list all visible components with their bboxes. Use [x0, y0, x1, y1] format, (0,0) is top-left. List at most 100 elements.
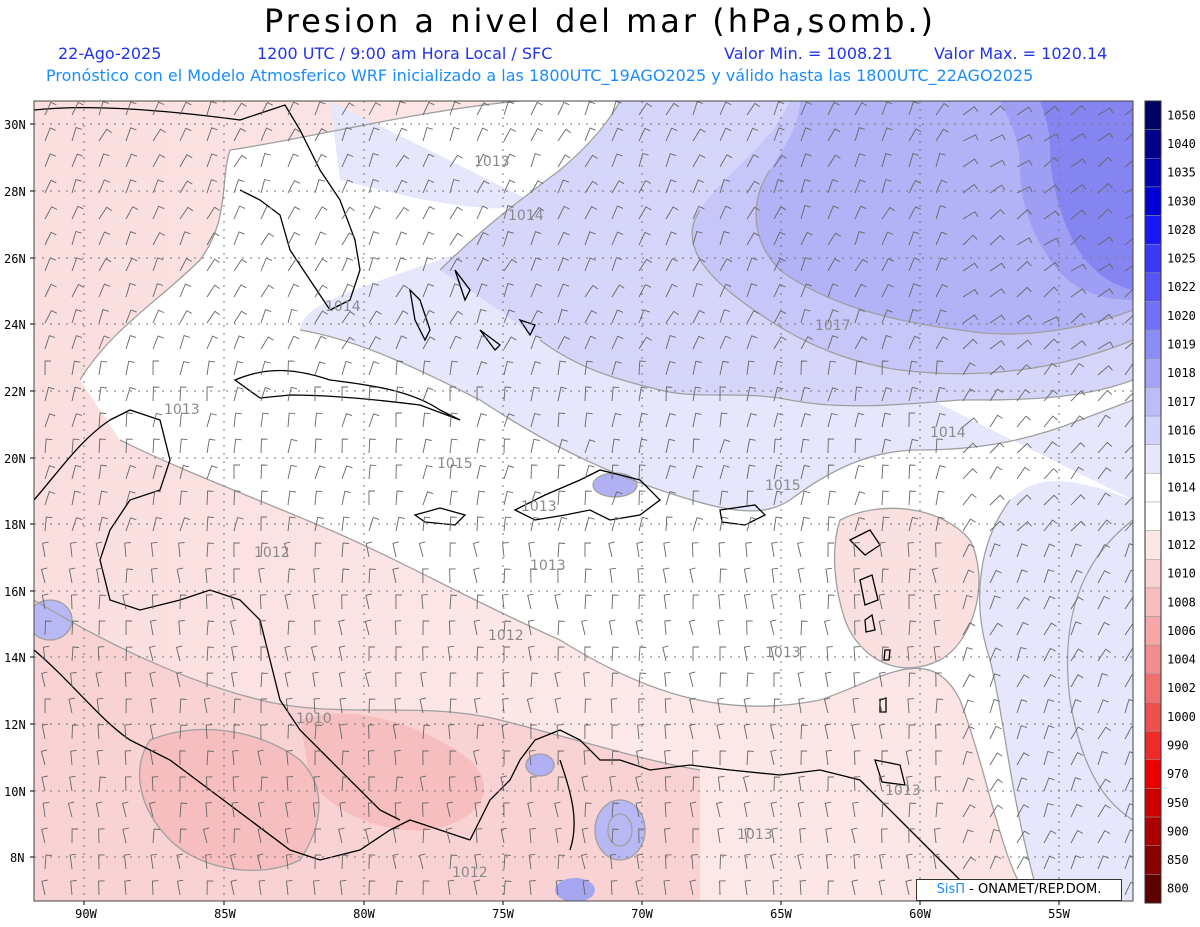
- wind-barb: [718, 594, 725, 610]
- wind-barb: [1070, 104, 1086, 116]
- wind-barb: [341, 336, 355, 350]
- wind-barb: [1070, 415, 1085, 428]
- wind-barb: [609, 853, 617, 870]
- wind-barb: [827, 128, 841, 142]
- wind-barb: [1043, 156, 1059, 168]
- wind-barb: [44, 360, 52, 376]
- wind-barb: [449, 360, 458, 376]
- wind-barb: [256, 853, 264, 870]
- wind-barb: [557, 412, 566, 428]
- wind-barb: [636, 541, 643, 558]
- wind-barb: [287, 179, 301, 194]
- wind-barb: [260, 438, 268, 454]
- wind-barb: [233, 464, 240, 479]
- wind-barb: [611, 438, 620, 454]
- wind-barb: [854, 153, 866, 168]
- wind-barb: [827, 179, 839, 194]
- wind-barb: [395, 257, 407, 272]
- wind-barb: [557, 516, 568, 532]
- wind-barb: [260, 698, 268, 714]
- wind-barb: [40, 749, 48, 766]
- wind-barb: [692, 309, 705, 324]
- wind-barb: [260, 490, 268, 506]
- wind-barb: [800, 257, 812, 272]
- wind-barb: [689, 723, 696, 740]
- wind-barb: [824, 723, 831, 740]
- wind-barb: [1124, 264, 1133, 272]
- wind-barb: [122, 801, 129, 818]
- wind-barb: [1124, 496, 1133, 506]
- wind-barb: [260, 232, 274, 246]
- wind-barb: [392, 723, 400, 740]
- wind-barb: [854, 517, 865, 532]
- contour-label: 1015: [437, 456, 473, 472]
- wind-barb: [368, 283, 379, 298]
- contour-label: 1013: [530, 558, 566, 574]
- wind-barb: [635, 775, 642, 792]
- wind-barb: [881, 283, 894, 298]
- legend-swatch: [1144, 644, 1162, 675]
- wind-barb: [260, 127, 273, 142]
- wind-barb: [854, 127, 866, 142]
- wind-barb: [71, 257, 83, 272]
- model-description: Pronóstico con el Modelo Atmosferico WRF…: [46, 66, 1034, 85]
- wind-barb: [826, 646, 833, 662]
- wind-barb: [1070, 674, 1084, 688]
- wind-barb: [770, 593, 778, 610]
- wind-barb: [1016, 830, 1030, 844]
- wind-barb: [638, 386, 648, 402]
- wind-barb: [206, 880, 214, 896]
- legend-label: 1050: [1167, 108, 1196, 122]
- legend-swatch: [1144, 530, 1162, 560]
- wind-barb: [44, 153, 56, 168]
- wind-barb: [584, 490, 592, 506]
- wind-barb: [71, 101, 84, 116]
- wind-barb: [422, 491, 434, 506]
- wind-barb: [908, 206, 922, 220]
- wind-barb: [395, 360, 404, 376]
- wind-barb: [1043, 261, 1060, 272]
- wind-barb: [449, 542, 457, 558]
- wind-barb: [341, 594, 348, 610]
- wind-barb: [688, 619, 696, 636]
- wind-barb: [584, 386, 592, 402]
- wind-barb: [314, 258, 328, 272]
- lon-label: 55W: [1048, 907, 1070, 921]
- wind-barb: [124, 672, 132, 688]
- wind-barb: [41, 671, 48, 688]
- wind-barb: [152, 205, 165, 220]
- wind-barb: [476, 102, 490, 116]
- legend-swatch: [1144, 702, 1162, 732]
- wind-barb: [125, 438, 133, 454]
- wind-barb: [555, 879, 563, 896]
- credit-text: - ONAMET/REP.DOM.: [969, 882, 1102, 897]
- wind-barb: [503, 620, 512, 636]
- wind-barb: [233, 284, 247, 298]
- wind-barb: [206, 258, 220, 272]
- wind-barb: [962, 647, 973, 662]
- wind-barb: [827, 283, 839, 298]
- wind-barb: [232, 776, 240, 792]
- wind-barb: [989, 804, 1003, 818]
- wind-barb: [287, 438, 298, 454]
- wind-barb: [98, 880, 105, 896]
- wind-barb: [664, 698, 672, 714]
- wind-barb: [152, 828, 161, 844]
- wind-barb: [1097, 830, 1111, 844]
- wind-barb: [449, 594, 458, 610]
- wind-barb: [557, 231, 570, 246]
- wind-barb: [827, 232, 841, 246]
- wind-barb: [554, 593, 561, 610]
- wind-barb: [719, 127, 732, 142]
- wind-barb: [800, 231, 813, 246]
- wind-barb: [314, 438, 322, 454]
- wind-barb: [125, 387, 136, 402]
- wind-barb: [1016, 777, 1028, 792]
- wind-barb: [691, 854, 698, 870]
- wind-barb: [800, 101, 813, 116]
- lat-label: 14N: [4, 651, 26, 665]
- wind-barb: [98, 490, 108, 506]
- wind-barb: [98, 335, 110, 350]
- wind-barb: [473, 697, 481, 714]
- wind-barb: [96, 567, 103, 584]
